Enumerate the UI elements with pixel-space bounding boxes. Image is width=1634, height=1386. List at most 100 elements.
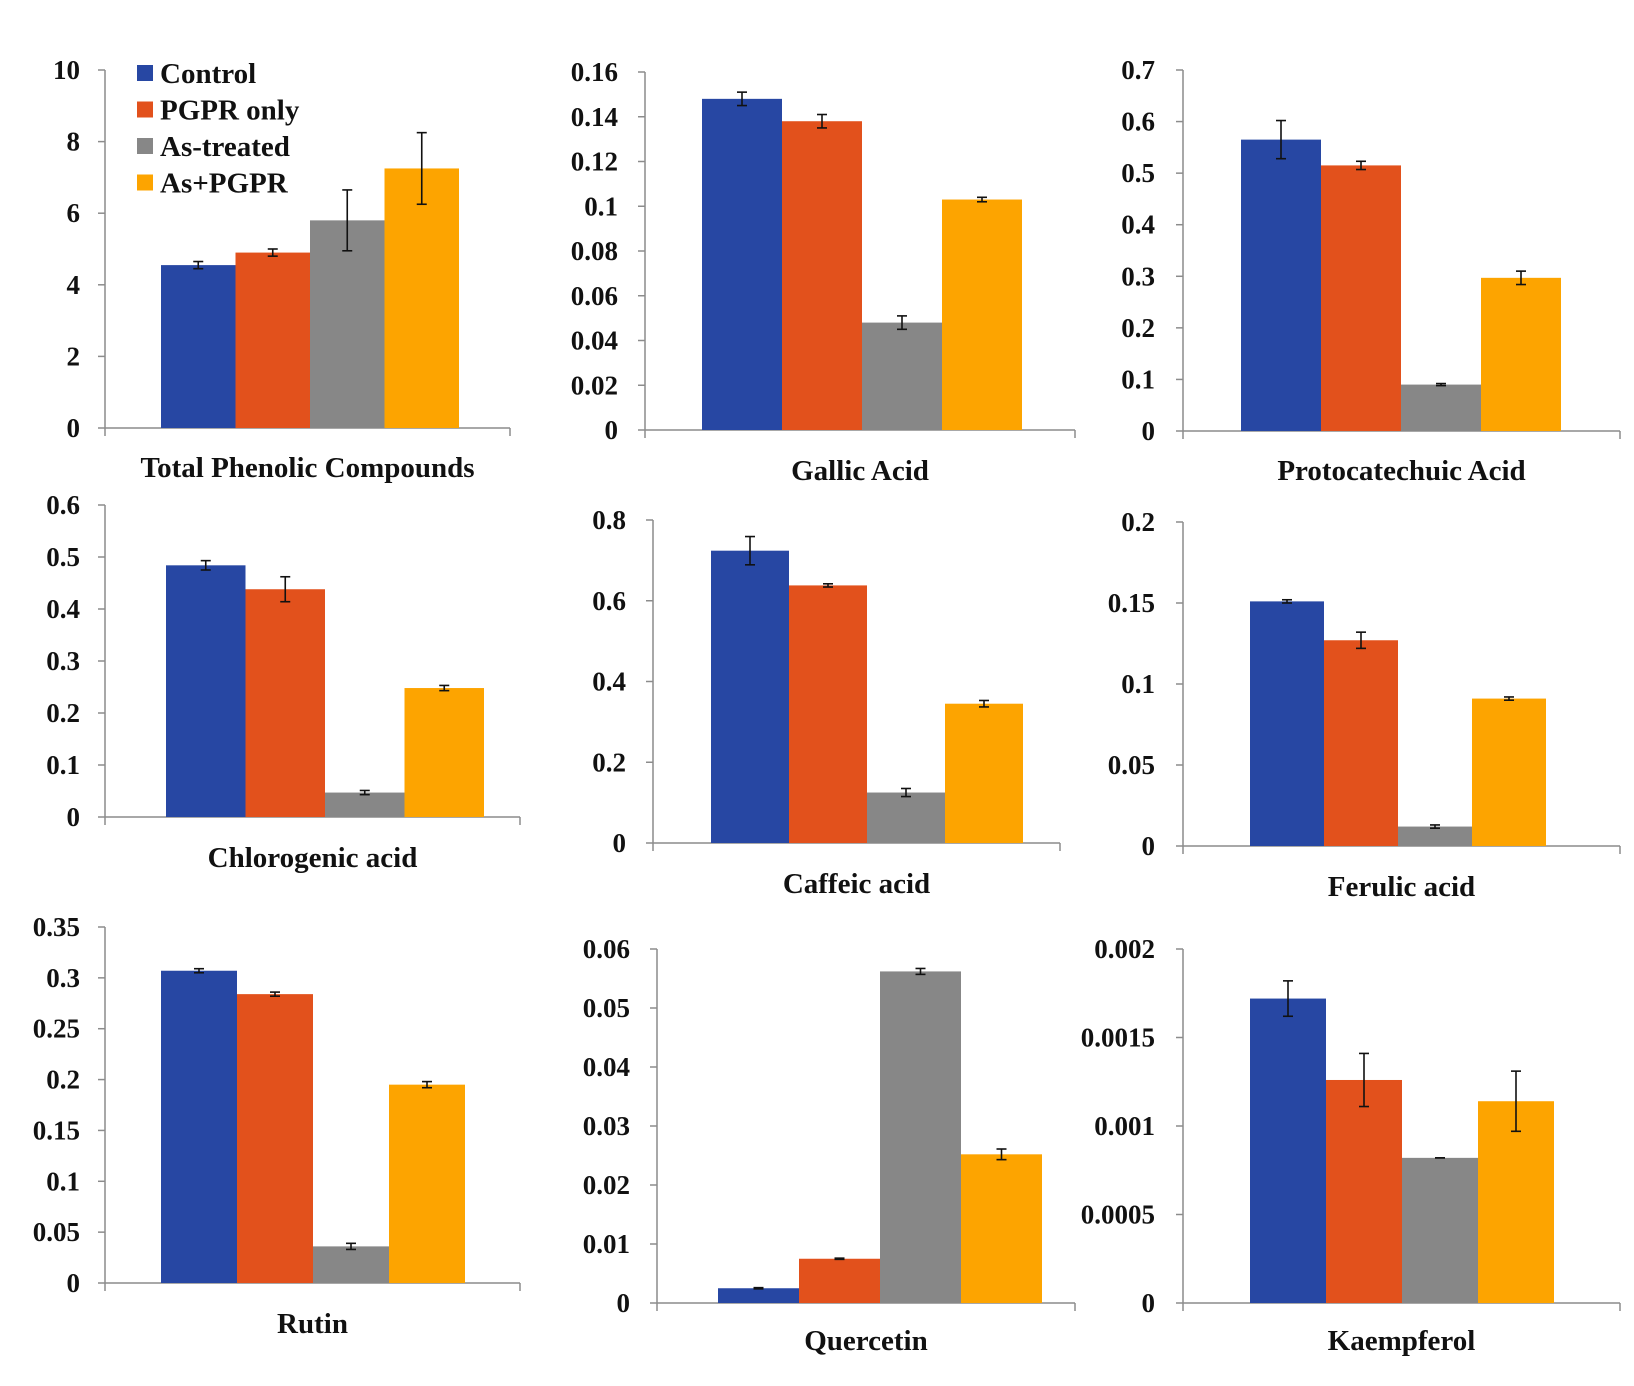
y-tick-label: 0.4 [46, 594, 80, 624]
error-bar-pgpr-only [817, 113, 827, 129]
y-tick-label: 0.16 [571, 57, 618, 87]
y-tick-label: 0 [67, 802, 81, 832]
y-tick-label: 0.6 [46, 490, 80, 520]
y-tick-label: 0 [617, 1288, 631, 1318]
y-tick-label: 0.7 [1121, 55, 1155, 85]
chart-panels: 0 2 4 6 8 10 Total Phenolic Compounds 0 0.02 0.04… [33, 55, 1621, 1357]
y-tick-label: 4 [67, 270, 81, 300]
error-bar-pgpr-only [1356, 631, 1366, 650]
y-tick-label: 0.35 [33, 912, 80, 942]
y-tick-label: 0.04 [571, 326, 618, 356]
y-tick-label: 0.001 [1094, 1111, 1155, 1141]
y-tick-label: 0.1 [1121, 669, 1155, 699]
bar-pgpr-only [237, 994, 313, 1283]
bar-control [711, 550, 789, 843]
y-tick-label: 0.04 [583, 1052, 630, 1082]
legend-swatch [137, 101, 153, 118]
y-tick-label: 0.6 [592, 586, 626, 616]
error-bar-pgpr-only [823, 582, 833, 588]
y-tick-label: 0.3 [46, 963, 80, 993]
x-axis-label: Caffeic acid [783, 868, 930, 900]
error-bar-pgpr-only [1356, 160, 1366, 171]
x-axis-label: Protocatechuic Acid [1277, 455, 1525, 487]
y-tick-label: 0 [1142, 1288, 1156, 1318]
y-tick-label: 0.6 [1121, 107, 1155, 137]
y-tick-label: 0.02 [571, 370, 618, 400]
y-tick-label: 0 [67, 413, 81, 443]
error-bar-as-pgpr [977, 196, 987, 203]
error-bar-as-treated [342, 189, 353, 252]
y-tick-label: 0.05 [33, 1217, 80, 1247]
bar-as-treated [880, 971, 961, 1303]
error-bar-as-treated [897, 315, 907, 331]
y-tick-label: 0.8 [592, 505, 626, 535]
y-tick-label: 0.1 [46, 750, 80, 780]
x-axis-label: Quercetin [804, 1325, 928, 1357]
bar-as-treated [1398, 826, 1472, 846]
error-bar-as-pgpr [416, 131, 427, 206]
y-tick-label: 0.15 [1108, 588, 1155, 618]
bar-pgpr-only [782, 121, 862, 430]
bar-pgpr-only [245, 589, 325, 817]
error-bar-as-pgpr [422, 1080, 432, 1089]
y-tick-label: 0.3 [46, 646, 80, 676]
y-tick-label: 0.02 [583, 1170, 630, 1200]
panel-protocatechuic-acid: 0 0.1 0.2 0.3 0.4 0.5 0.6 0.7 Protocatechuic Aci… [1121, 55, 1621, 487]
panel-total-phenolic-compounds: 0 2 4 6 8 10 Total Phenolic Compounds [53, 55, 511, 484]
y-tick-label: 0 [613, 828, 627, 858]
error-bar-control [737, 91, 747, 107]
y-tick-label: 0.12 [571, 147, 618, 177]
y-tick-label: 0.1 [1121, 364, 1155, 394]
legend-entry-as-treated: As-treated [137, 131, 290, 163]
legend-label: As-treated [160, 131, 290, 163]
bar-as-pgpr [1481, 277, 1561, 431]
legend-label: Control [160, 58, 256, 90]
bar-as-treated [867, 792, 945, 843]
y-tick-label: 8 [67, 127, 81, 157]
y-tick-label: 0.002 [1094, 934, 1155, 964]
bar-as-pgpr [384, 168, 459, 428]
y-tick-label: 0.1 [584, 191, 618, 221]
legend-label: PGPR only [160, 95, 300, 127]
y-tick-label: 0.1 [46, 1166, 80, 1196]
bar-as-pgpr [961, 1154, 1042, 1303]
y-tick-label: 0 [1142, 831, 1156, 861]
panel-quercetin: 0 0.01 0.02 0.03 0.04 0.05 0.06 Quercetin [583, 934, 1076, 1357]
y-tick-label: 0.05 [583, 993, 630, 1023]
bar-pgpr-only [789, 585, 867, 843]
panel-gallic-acid: 0 0.02 0.04 0.06 0.08 0.1 0.12 0.14 0.16 Gallic A… [571, 57, 1076, 487]
bar-as-pgpr [1478, 1101, 1554, 1303]
x-axis-label: Ferulic acid [1328, 871, 1475, 903]
legend-swatch [137, 65, 153, 81]
y-tick-label: 6 [67, 198, 81, 228]
y-tick-label: 2 [67, 341, 81, 371]
legend-entry-as-pgpr: As+PGPR [137, 168, 289, 200]
error-bar-as-pgpr [996, 1148, 1007, 1161]
error-bar-as-pgpr [1511, 1070, 1521, 1133]
panel-caffeic-acid: 0 0.2 0.4 0.6 0.8 Caffeic acid [592, 505, 1061, 900]
error-bar-pgpr-only [270, 991, 280, 997]
y-tick-label: 0.06 [583, 934, 630, 964]
error-bar-as-treated [359, 789, 370, 796]
y-tick-label: 0 [67, 1268, 81, 1298]
bar-pgpr-only [1326, 1079, 1402, 1303]
bar-control [1250, 601, 1324, 846]
y-tick-label: 0.01 [583, 1229, 630, 1259]
y-tick-label: 0 [605, 415, 619, 445]
bar-as-pgpr [1472, 698, 1546, 846]
bar-as-pgpr [945, 703, 1023, 843]
bar-pgpr-only [1324, 640, 1398, 846]
error-bar-as-pgpr [439, 684, 450, 692]
bar-as-pgpr [942, 199, 1022, 430]
bar-pgpr-only [235, 252, 310, 428]
bar-control [161, 970, 237, 1283]
x-axis-label: Gallic Acid [791, 455, 929, 487]
y-tick-label: 0.2 [46, 698, 80, 728]
legend-entry-pgpr-only: PGPR only [137, 95, 300, 127]
error-bar-as-treated [901, 787, 911, 798]
bar-pgpr-only [1321, 165, 1401, 431]
error-bar-as-treated [346, 1242, 356, 1251]
panel-chlorogenic-acid: 0 0.1 0.2 0.3 0.4 0.5 0.6 Chlorogenic acid [46, 490, 521, 874]
y-tick-label: 0.2 [592, 747, 626, 777]
error-bar-as-pgpr [1504, 696, 1514, 702]
